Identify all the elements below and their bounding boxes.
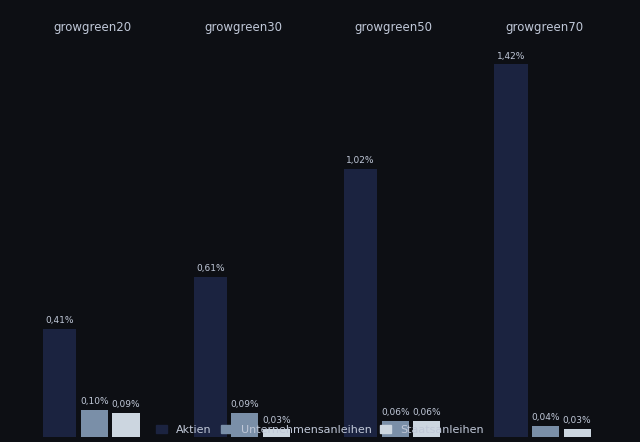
Bar — [194, 277, 227, 437]
Text: 0,03%: 0,03% — [563, 416, 591, 425]
Text: 0,03%: 0,03% — [262, 416, 291, 425]
Bar — [381, 421, 409, 437]
Text: 0,09%: 0,09% — [111, 400, 140, 409]
Bar — [263, 429, 290, 437]
Bar — [81, 410, 108, 437]
Text: 0,41%: 0,41% — [45, 316, 74, 325]
Text: 1,42%: 1,42% — [497, 52, 525, 61]
Bar — [44, 329, 76, 437]
Bar — [344, 169, 377, 437]
Text: 0,09%: 0,09% — [230, 400, 259, 409]
Text: growgreen50: growgreen50 — [355, 22, 433, 34]
Bar — [495, 65, 527, 437]
Legend: Aktien, Unternehmensanleihen, Staatsanleihen: Aktien, Unternehmensanleihen, Staatsanle… — [152, 421, 488, 440]
Bar — [113, 413, 140, 437]
Text: 0,06%: 0,06% — [381, 408, 410, 417]
Text: growgreen30: growgreen30 — [204, 22, 282, 34]
Bar — [532, 426, 559, 437]
Bar — [413, 421, 440, 437]
Text: growgreen70: growgreen70 — [505, 22, 583, 34]
Bar — [564, 429, 591, 437]
Text: 0,61%: 0,61% — [196, 264, 225, 273]
Text: 1,02%: 1,02% — [346, 156, 375, 165]
Text: 0,06%: 0,06% — [412, 408, 441, 417]
Bar — [231, 413, 259, 437]
Text: 0,10%: 0,10% — [80, 397, 109, 407]
Text: 0,04%: 0,04% — [531, 413, 560, 422]
Text: growgreen20: growgreen20 — [54, 22, 132, 34]
